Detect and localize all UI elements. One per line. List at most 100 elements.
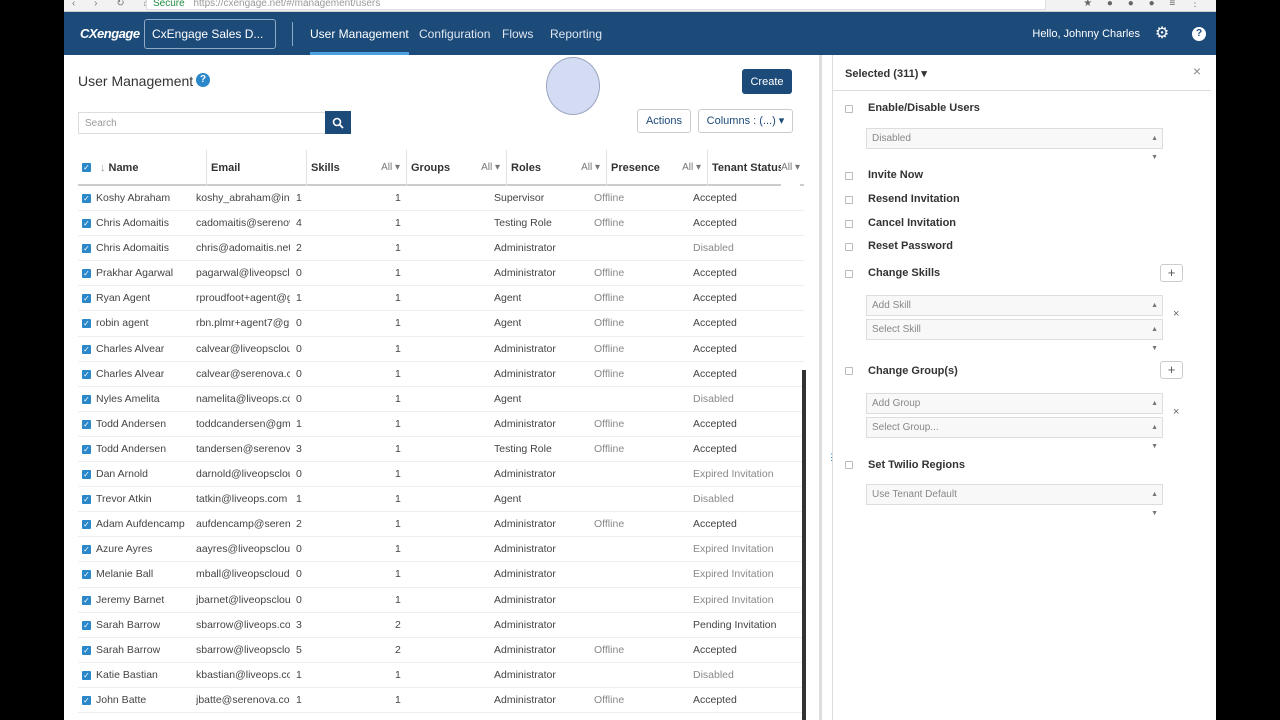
col-email-header[interactable]: Email bbox=[206, 150, 306, 186]
table-row[interactable]: ✓ Charles Alvear calvear@serenova.co 0 1 Admi… bbox=[78, 362, 804, 387]
row-checkbox[interactable]: ✓ bbox=[82, 244, 91, 254]
table-row[interactable]: ✓ Trevor Atkin tatkin@liveops.com 1 1 Agent Di… bbox=[78, 487, 804, 513]
cancel-invitation-checkbox[interactable] bbox=[845, 220, 853, 228]
enable-disable-checkbox[interactable] bbox=[845, 105, 853, 113]
add-skill-select[interactable]: Add Skill▲▼ bbox=[866, 295, 1163, 328]
tenant-select[interactable]: CxEngage Sales D... bbox=[144, 19, 276, 49]
search-button[interactable] bbox=[325, 111, 351, 134]
twilio-regions-select[interactable]: Use Tenant Default ▲ ▼ bbox=[866, 484, 1163, 517]
table-row[interactable]: ✓ Katie Bastian kbastian@liveops.com 1 1 Admi… bbox=[78, 663, 804, 688]
table-row[interactable]: ✓ Prakhar Agarwal pagarwal@liveopsclou 0 1 Ad… bbox=[78, 261, 804, 287]
change-skills-checkbox[interactable] bbox=[845, 270, 853, 278]
row-checkbox[interactable]: ✓ bbox=[82, 695, 91, 705]
tab-flows[interactable]: Flows bbox=[502, 27, 534, 41]
table-row[interactable]: ✓ Adam Aufdencamp aufdencamp@serenov 2 1 Admi… bbox=[78, 512, 804, 538]
row-checkbox[interactable]: ✓ bbox=[82, 570, 91, 580]
selected-count-dropdown[interactable]: Selected (311) ▾ bbox=[845, 68, 927, 80]
help-icon[interactable]: ? bbox=[1192, 27, 1206, 41]
tenant-status-filter[interactable]: All ▾ bbox=[781, 150, 800, 186]
row-checkbox[interactable]: ✓ bbox=[82, 520, 91, 530]
table-row[interactable]: ✓ Nyles Amelita namelita@liveops.com 0 1 Agen… bbox=[78, 387, 804, 412]
table-row[interactable]: ✓ Todd Andersen tandersen@serenova. 3 1 Testi… bbox=[78, 437, 804, 463]
row-checkbox[interactable]: ✓ bbox=[82, 495, 91, 505]
row-checkbox[interactable]: ✓ bbox=[82, 444, 91, 454]
row-checkbox[interactable]: ✓ bbox=[82, 670, 91, 680]
reset-password-checkbox[interactable] bbox=[845, 243, 853, 251]
search-input[interactable] bbox=[78, 112, 325, 134]
add-group-select[interactable]: Add Group▲▼ bbox=[866, 393, 1163, 426]
cxengage-logo[interactable]: CXengage bbox=[80, 26, 140, 41]
col-groups-header[interactable]: Groups All ▾ bbox=[406, 150, 506, 186]
row-checkbox[interactable]: ✓ bbox=[82, 194, 91, 203]
row-checkbox[interactable]: ✓ bbox=[82, 470, 91, 480]
browser-nav-icons[interactable]: ‹ › ↻ ⌂ bbox=[72, 0, 158, 9]
remove-group-icon[interactable]: × bbox=[1173, 406, 1180, 418]
table-row[interactable]: ✓ Dan Arnold darnold@liveopscloud 0 1 Adminis… bbox=[78, 462, 804, 488]
select-skill-select[interactable]: Select Skill ▲ ▼ bbox=[866, 319, 1163, 352]
roles-filter[interactable]: All ▾ bbox=[581, 162, 600, 173]
url-field[interactable]: Secure https://cxengage.net/#/management… bbox=[146, 0, 1046, 10]
columns-button[interactable]: Columns : (...) ▾ bbox=[698, 109, 793, 133]
table-row[interactable]: ✓ Jeremy Barnet jbarnet@liveopscloud. 0 1 Adm… bbox=[78, 588, 804, 613]
cell-status: Expired Invitation bbox=[693, 593, 774, 606]
enable-disable-select[interactable]: Disabled ▲ ▼ bbox=[866, 128, 1163, 161]
row-checkbox[interactable]: ✓ bbox=[82, 369, 91, 379]
invite-now-checkbox[interactable] bbox=[845, 172, 853, 180]
presence-filter[interactable]: All ▾ bbox=[682, 162, 701, 173]
table-scrollbar[interactable] bbox=[802, 370, 806, 720]
table-row[interactable]: ✓ Chris Adomaitis cadomaitis@serenova 4 1 Tes… bbox=[78, 211, 804, 237]
select-group-select[interactable]: Select Group... ▲ ▼ bbox=[866, 417, 1163, 450]
tab-user-management[interactable]: User Management bbox=[310, 12, 409, 55]
drag-handle-icon[interactable]: ⋮ bbox=[827, 453, 836, 469]
remove-skill-icon[interactable]: × bbox=[1173, 308, 1180, 320]
table-row[interactable]: ✓ Sarah Barrow sbarrow@liveops.com 3 2 Admini… bbox=[78, 613, 804, 638]
table-row[interactable]: ✓ Ryan Agent rproudfoot+agent@gm 1 1 Agent Off… bbox=[78, 286, 804, 312]
tab-reporting[interactable]: Reporting bbox=[550, 27, 603, 41]
col-name-header[interactable]: ↓ Name bbox=[100, 162, 139, 174]
add-group-row-button[interactable]: + bbox=[1160, 361, 1183, 379]
table-row[interactable]: ✓ Todd Andersen toddcandersen@gmai 1 1 Admini… bbox=[78, 412, 804, 437]
select-all-checkbox[interactable]: ✓ bbox=[82, 163, 91, 172]
tab-configuration[interactable]: Configuration bbox=[419, 27, 491, 41]
user-greeting[interactable]: Hello, Johnny Charles bbox=[1032, 28, 1140, 40]
table-row[interactable]: ✓ Melanie Ball mball@liveopscloud.c 0 1 Admin… bbox=[78, 562, 804, 588]
close-icon[interactable]: × bbox=[1192, 63, 1201, 79]
cell-groups: 1 bbox=[395, 217, 401, 230]
col-roles-header[interactable]: Roles All ▾ bbox=[506, 150, 606, 186]
change-groups-checkbox[interactable] bbox=[845, 367, 853, 375]
twilio-regions-checkbox[interactable] bbox=[845, 461, 853, 469]
row-checkbox[interactable]: ✓ bbox=[82, 595, 91, 605]
row-checkbox[interactable]: ✓ bbox=[82, 394, 91, 404]
row-checkbox[interactable]: ✓ bbox=[82, 545, 91, 555]
cell-role: Agent bbox=[494, 392, 522, 405]
groups-filter[interactable]: All ▾ bbox=[481, 162, 500, 173]
row-checkbox[interactable]: ✓ bbox=[82, 219, 91, 229]
row-checkbox[interactable]: ✓ bbox=[82, 645, 91, 655]
panel-splitter[interactable] bbox=[819, 55, 822, 720]
gear-icon[interactable]: ⚙ bbox=[1154, 25, 1170, 42]
create-button[interactable]: Create bbox=[742, 69, 792, 94]
actions-button[interactable]: Actions bbox=[637, 109, 691, 133]
table-row[interactable]: ✓ Charles Alvear calvear@liveopscloud 0 1 Adm… bbox=[78, 337, 804, 362]
table-row[interactable]: ✓ robin agent rbn.plmr+agent7@gm 0 1 Agent Off… bbox=[78, 311, 804, 337]
table-row[interactable]: ✓ Chris Adomaitis chris@adomaitis.net 2 1 Adm… bbox=[78, 236, 804, 262]
col-tenant-status-header[interactable]: Tenant Status All ▾ bbox=[707, 150, 804, 186]
resend-invitation-checkbox[interactable] bbox=[845, 196, 853, 204]
table-row[interactable]: ✓ Sarah Barrow sbarrow@liveopsclouc 5 2 Admin… bbox=[78, 638, 804, 663]
row-checkbox[interactable]: ✓ bbox=[82, 344, 91, 354]
row-checkbox[interactable]: ✓ bbox=[82, 269, 91, 279]
row-checkbox[interactable]: ✓ bbox=[82, 620, 91, 630]
col-presence-header[interactable]: Presence All ▾ bbox=[606, 150, 707, 186]
col-skills-header[interactable]: Skills All ▾ bbox=[306, 150, 406, 186]
table-row[interactable]: ✓ John Batte jbatte@serenova.com 1 1 Administ… bbox=[78, 688, 804, 713]
help-icon[interactable]: ? bbox=[196, 73, 210, 87]
table-row[interactable]: ✓ Azure Ayres aayres@liveopscloud. 0 1 Admini… bbox=[78, 537, 804, 563]
row-checkbox[interactable]: ✓ bbox=[82, 294, 91, 304]
add-skill-row-button[interactable]: + bbox=[1160, 264, 1183, 282]
cell-name: robin agent bbox=[96, 317, 149, 330]
table-row[interactable]: ✓ Koshy Abraham koshy_abraham@info 1 1 Superv… bbox=[78, 186, 804, 212]
browser-extension-icons[interactable]: ★ ● ● ● ≡ ⋮ bbox=[1083, 0, 1206, 9]
skills-filter[interactable]: All ▾ bbox=[381, 162, 400, 173]
row-checkbox[interactable]: ✓ bbox=[82, 319, 91, 329]
row-checkbox[interactable]: ✓ bbox=[82, 419, 91, 429]
